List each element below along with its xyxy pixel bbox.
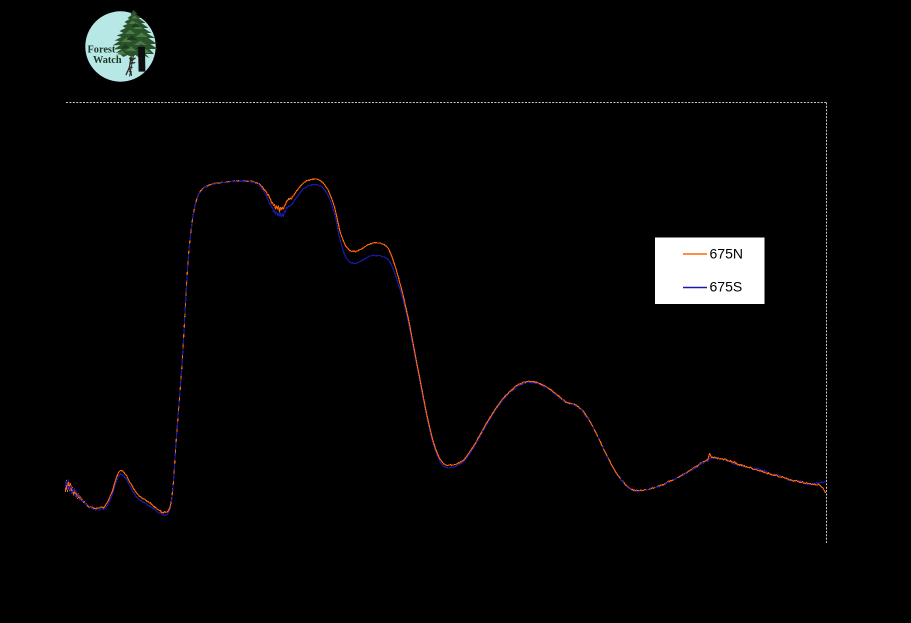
svg-text:Watch: Watch: [93, 55, 122, 66]
svg-text:Forest: Forest: [88, 44, 116, 55]
svg-text:675S: 675S: [710, 279, 743, 295]
svg-text:675N: 675N: [710, 246, 743, 262]
